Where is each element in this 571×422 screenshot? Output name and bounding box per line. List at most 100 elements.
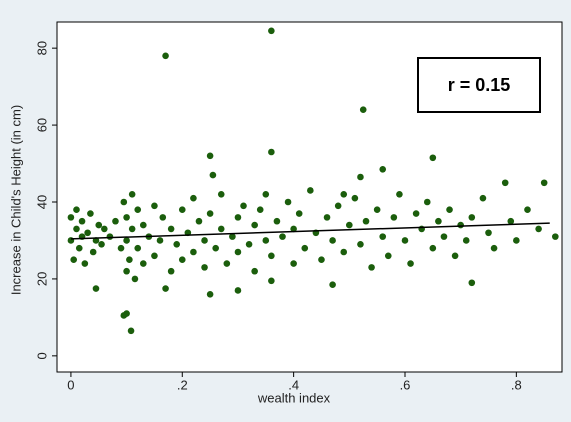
point — [362, 217, 370, 225]
point — [262, 237, 270, 244]
point — [140, 260, 147, 267]
point — [81, 260, 89, 267]
point — [190, 194, 197, 202]
point — [373, 206, 381, 213]
point — [307, 187, 314, 194]
point — [195, 217, 203, 225]
point — [240, 202, 247, 210]
x-tick-label: .6 — [400, 377, 411, 392]
point — [190, 248, 197, 256]
point — [329, 237, 336, 244]
point — [468, 214, 476, 221]
point — [217, 225, 225, 233]
point — [446, 206, 453, 213]
point — [140, 221, 147, 229]
point — [70, 256, 78, 263]
point — [131, 275, 139, 283]
y-tick-label: 80 — [34, 41, 49, 55]
point — [234, 287, 242, 294]
point — [268, 252, 275, 260]
point — [167, 267, 175, 275]
point — [501, 179, 509, 187]
point — [351, 194, 359, 202]
point — [73, 225, 80, 233]
point — [206, 152, 214, 160]
point — [92, 285, 100, 292]
point — [268, 277, 275, 285]
point — [178, 206, 186, 213]
x-tick-label: .8 — [511, 377, 522, 392]
point — [329, 281, 336, 288]
point — [173, 241, 181, 248]
point — [323, 214, 331, 221]
point — [359, 106, 367, 113]
point — [435, 217, 442, 225]
point — [223, 260, 231, 267]
point — [295, 210, 303, 217]
y-tick-label: 20 — [34, 272, 49, 286]
point — [318, 256, 325, 263]
point — [217, 191, 225, 198]
point — [159, 214, 167, 221]
point — [507, 217, 515, 225]
point — [346, 221, 353, 229]
point — [340, 191, 348, 198]
point — [440, 233, 448, 240]
fit-line — [70, 222, 550, 240]
point — [396, 191, 403, 198]
point — [73, 206, 80, 213]
point — [120, 198, 128, 206]
point — [251, 221, 258, 229]
point — [368, 264, 375, 271]
point — [98, 241, 105, 248]
point — [206, 210, 214, 217]
point — [524, 206, 531, 213]
point — [513, 237, 520, 244]
point — [552, 233, 559, 240]
point — [151, 202, 158, 210]
point — [234, 248, 242, 256]
point — [390, 214, 398, 221]
point — [95, 221, 103, 229]
point — [429, 244, 437, 252]
point — [429, 154, 437, 162]
point — [357, 173, 364, 181]
point — [540, 179, 548, 187]
point — [412, 210, 420, 217]
point — [167, 225, 175, 233]
point — [234, 214, 242, 221]
point — [209, 171, 217, 179]
point — [89, 248, 97, 256]
point — [128, 225, 136, 233]
point — [262, 191, 270, 198]
annotation: r = 0.15 — [448, 75, 511, 95]
point — [201, 237, 208, 244]
point — [379, 166, 387, 173]
point — [78, 217, 86, 225]
point — [268, 27, 275, 35]
y-tick-label: 40 — [34, 195, 49, 209]
point — [401, 237, 409, 244]
point — [245, 241, 253, 248]
point — [290, 225, 297, 233]
annotation-box — [417, 57, 541, 113]
point — [251, 267, 258, 275]
point — [117, 244, 125, 252]
point — [75, 244, 83, 252]
point — [334, 202, 342, 210]
y-tick-label: 0 — [34, 352, 49, 359]
x-tick-label: .4 — [288, 377, 299, 392]
point — [112, 217, 119, 225]
point — [201, 264, 208, 271]
point — [384, 252, 392, 260]
point — [357, 241, 364, 248]
point — [106, 233, 114, 240]
point — [206, 291, 214, 298]
point — [457, 221, 464, 229]
point — [535, 225, 542, 233]
point — [123, 237, 130, 244]
point — [290, 260, 297, 267]
point — [178, 256, 186, 263]
point — [490, 244, 498, 252]
